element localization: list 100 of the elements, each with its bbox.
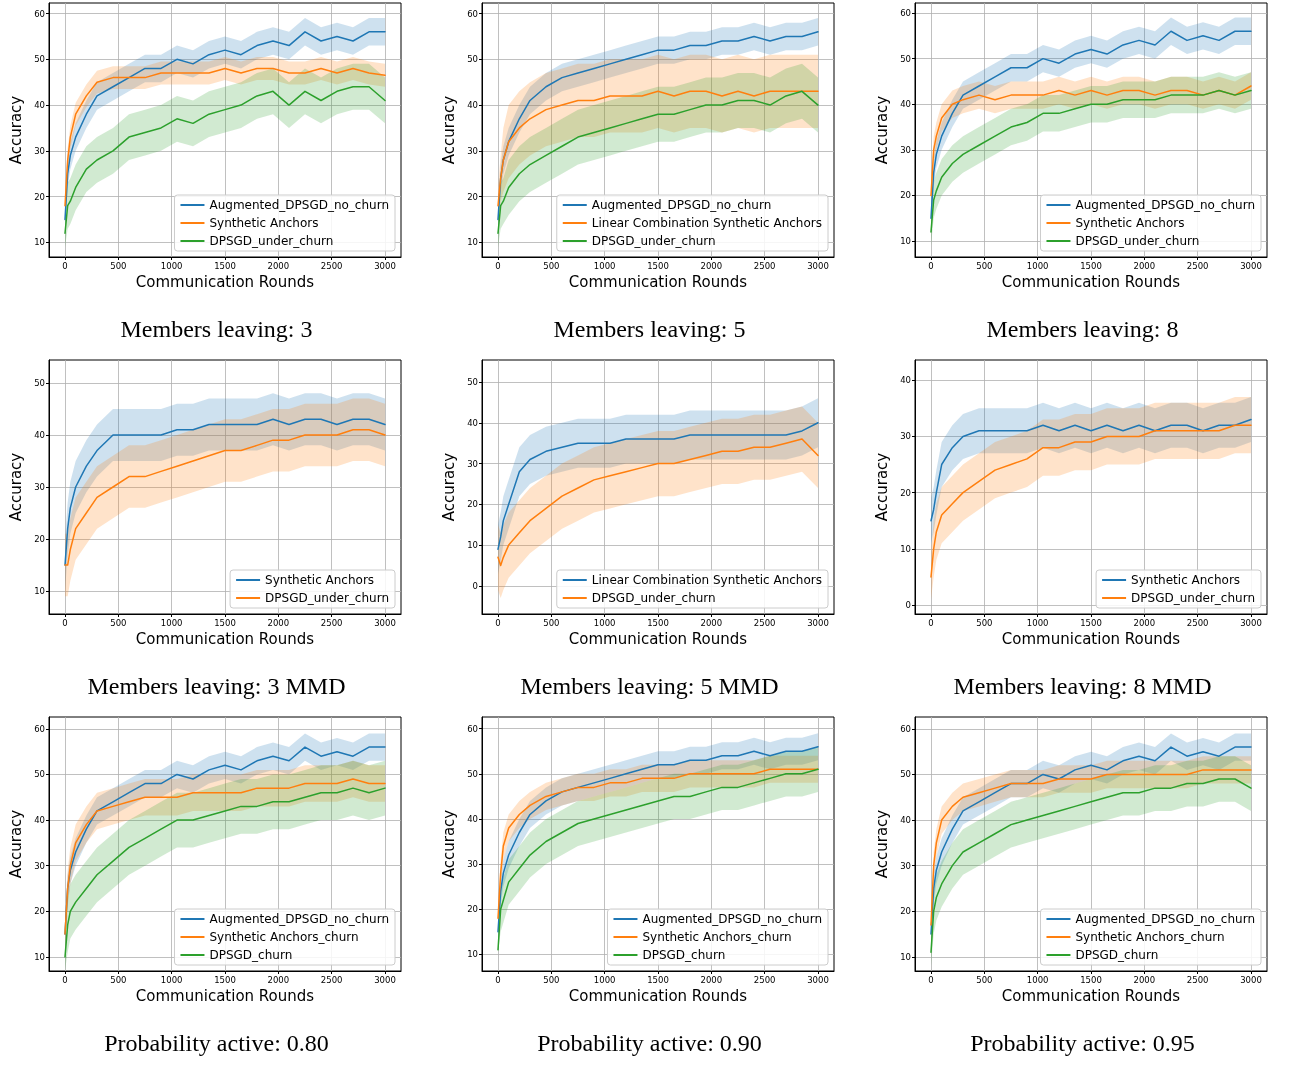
line-series: [497, 438, 819, 567]
x-tick-label: 2000: [700, 617, 723, 628]
x-tick-label: 2000: [1133, 974, 1156, 985]
legend-label: Synthetic Anchors: [265, 573, 375, 587]
x-tick-label: 3000: [374, 260, 396, 271]
legend-label: DPSGD_under_churn: [591, 234, 716, 248]
x-tick-label: 2500: [1186, 617, 1209, 628]
x-axis-title: Communication Rounds: [1001, 630, 1181, 649]
x-tick-label: 2500: [320, 260, 343, 271]
y-tick-label: 10: [900, 951, 911, 962]
x-tick-label: 1000: [593, 260, 616, 271]
y-tick-label: 10: [34, 586, 45, 597]
y-tick-label: 10: [467, 540, 478, 551]
legend-label: Augmented_DPSGD_no_churn: [209, 198, 389, 212]
x-tick-label: 0: [495, 617, 501, 628]
x-tick-label: 0: [928, 260, 934, 271]
x-tick-label: 3000: [1240, 617, 1262, 628]
y-tick-label: 30: [467, 145, 478, 156]
y-tick-label: 50: [467, 377, 478, 388]
y-tick-label: 40: [467, 100, 478, 111]
x-tick-label: 1000: [1026, 260, 1049, 271]
y-tick-label: 10: [467, 949, 478, 960]
x-tick-label: 1500: [1080, 974, 1102, 985]
text: Probability active: 0.90: [537, 1030, 762, 1056]
y-tick-label: 10: [900, 236, 911, 247]
y-tick-label: 30: [900, 860, 911, 871]
x-tick-label: 1500: [647, 974, 669, 985]
x-tick-label: 1500: [214, 617, 236, 628]
text: Members leaving: 8 MMD: [953, 673, 1212, 699]
legend-label: Linear Combination Synthetic Anchors: [591, 573, 823, 587]
y-tick-label: 0: [472, 580, 478, 591]
y-tick-label: 10: [900, 543, 911, 554]
x-tick-label: 1000: [160, 260, 183, 271]
x-tick-label: 1500: [1080, 260, 1102, 271]
x-tick-label: 3000: [1240, 260, 1262, 271]
legend-label: Augmented_DPSGD_no_churn: [1075, 912, 1255, 926]
legend-label: Synthetic Anchors: [1131, 573, 1241, 587]
y-tick-label: 20: [467, 499, 478, 510]
x-axis-title: Communication Rounds: [135, 630, 315, 649]
text: Members leaving: 5 MMD: [520, 673, 779, 699]
x-tick-label: 1000: [593, 974, 616, 985]
y-tick-label: 30: [34, 145, 45, 156]
y-tick-label: 40: [467, 813, 478, 824]
x-tick-label: 1500: [214, 974, 236, 985]
y-axis-title: Accuracy: [872, 95, 891, 165]
y-tick-label: 50: [900, 53, 911, 64]
y-tick-label: 10: [467, 237, 478, 248]
y-axis-title: Accuracy: [872, 809, 891, 879]
y-tick-label: 20: [900, 906, 911, 917]
y-tick-label: 20: [34, 534, 45, 545]
y-tick-label: 10: [34, 237, 45, 248]
x-tick-label: 500: [543, 974, 560, 985]
y-tick-label: 60: [34, 723, 45, 734]
y-tick-label: 30: [34, 482, 45, 492]
x-tick-label: 1000: [593, 617, 616, 628]
y-tick-label: 50: [467, 768, 478, 779]
x-tick-label: 2000: [267, 617, 290, 628]
x-tick-label: 3000: [807, 617, 829, 628]
line-series: [930, 418, 1252, 522]
legend-label: Augmented_DPSGD_no_churn: [591, 198, 772, 212]
y-tick-label: 30: [467, 458, 478, 469]
y-tick-label: 40: [34, 429, 45, 440]
legend-label: DPSGD_under_churn: [591, 591, 716, 605]
y-tick-label: 30: [467, 859, 478, 870]
x-tick-label: 2000: [700, 974, 723, 985]
x-tick-label: 1000: [160, 974, 183, 985]
x-axis-title: Communication Rounds: [568, 987, 748, 1006]
legend-label: Linear Combination Synthetic Anchors: [591, 216, 823, 230]
y-axis-title: Accuracy: [439, 452, 458, 522]
x-tick-label: 3000: [374, 974, 396, 985]
x-axis-title: Communication Rounds: [1001, 987, 1181, 1006]
legend-label: Augmented_DPSGD_no_churn: [209, 912, 389, 926]
legend-label: DPSGD_churn: [209, 948, 293, 962]
x-tick-label: 3000: [807, 974, 829, 985]
x-axis-title: Communication Rounds: [568, 273, 748, 292]
legend-label: Augmented_DPSGD_no_churn: [642, 912, 822, 926]
y-tick-label: 40: [900, 99, 911, 110]
x-tick-label: 1500: [647, 617, 669, 628]
y-tick-label: 60: [900, 723, 911, 734]
y-tick-label: 60: [34, 8, 45, 19]
legend-label: Synthetic Anchors_churn: [209, 930, 359, 944]
x-tick-label: 2500: [753, 260, 776, 271]
line-series: [497, 422, 819, 550]
x-tick-label: 1000: [1026, 617, 1049, 628]
x-tick-label: 500: [543, 617, 560, 628]
legend-label: DPSGD_under_churn: [209, 234, 334, 248]
x-tick-label: 1000: [160, 617, 183, 628]
x-axis-title: Communication Rounds: [1001, 273, 1181, 292]
legend-label: Augmented_DPSGD_no_churn: [1075, 198, 1255, 212]
x-tick-label: 0: [62, 974, 68, 985]
x-axis-title: Communication Rounds: [568, 630, 748, 649]
line-series: [930, 89, 1252, 233]
x-tick-label: 0: [928, 617, 934, 628]
y-tick-label: 40: [900, 375, 911, 386]
text: Members leaving: 8: [986, 316, 1179, 342]
text: Members leaving: 5: [553, 316, 746, 342]
x-axis-title: Communication Rounds: [135, 987, 315, 1006]
text: Probability active: 0.95: [970, 1030, 1195, 1056]
x-tick-label: 500: [110, 974, 127, 985]
x-tick-label: 2500: [753, 617, 776, 628]
